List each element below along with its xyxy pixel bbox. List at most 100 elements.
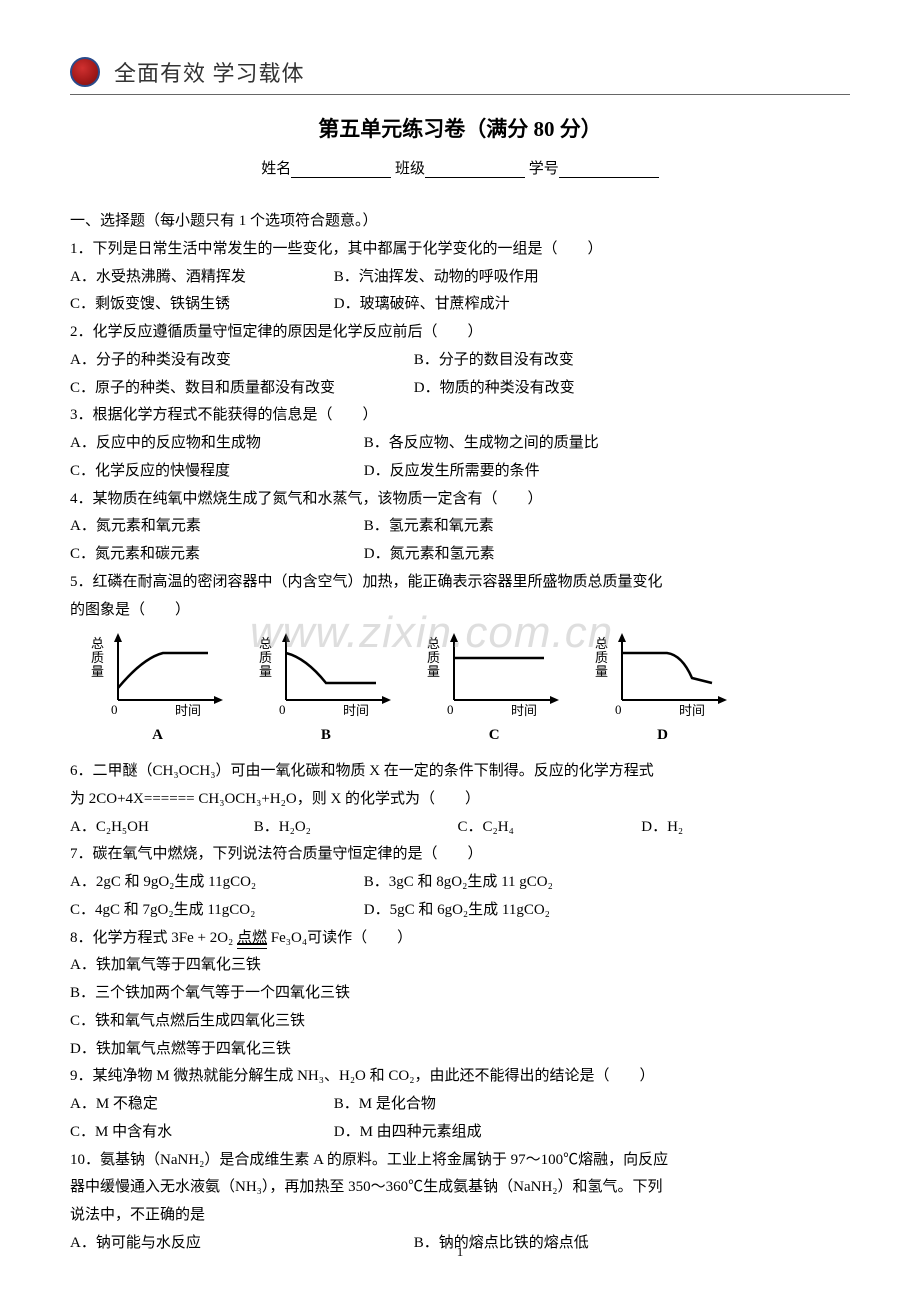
q7-a[interactable]: A．2gC 和 9gO₂生成 11gCO₂ (70, 869, 360, 897)
chart-c-label: C (489, 722, 500, 750)
chart-d-label: D (657, 722, 668, 750)
svg-text:0: 0 (447, 702, 454, 717)
q9-c[interactable]: C．M 中含有水 (70, 1119, 330, 1147)
svg-text:质: 质 (259, 650, 272, 665)
label-id: 学号 (529, 161, 559, 177)
q7-options-row1: A．2gC 和 9gO₂生成 11gCO₂ B．3gC 和 8gO₂生成 11 … (70, 869, 850, 897)
svg-text:时间: 时间 (175, 703, 201, 718)
q8-a[interactable]: A．铁加氧气等于四氧化三铁 (70, 952, 850, 980)
q3-stem: 3．根据化学方程式不能获得的信息是（ ） (70, 402, 850, 430)
q2-b[interactable]: B．分子的数目没有改变 (414, 352, 574, 368)
svg-text:总: 总 (91, 636, 104, 651)
svg-text:量: 量 (427, 664, 440, 679)
q1-stem: 1．下列是日常生活中常发生的一些变化，其中都属于化学变化的一组是（ ） (70, 236, 850, 264)
q4-stem: 4．某物质在纯氧中燃烧生成了氮气和水蒸气，该物质一定含有（ ） (70, 486, 850, 514)
q3-a[interactable]: A．反应中的反应物和生成物 (70, 430, 360, 458)
chart-b[interactable]: 总 质 量 0 时间 B (248, 628, 403, 750)
q1-a[interactable]: A．水受热沸腾、酒精挥发 (70, 264, 330, 292)
chart-row: 总 质 量 0 时间 A 总 质 量 0 (80, 628, 740, 750)
q2-c[interactable]: C．原子的种类、数目和质量都没有改变 (70, 375, 410, 403)
q1-b[interactable]: B．汽油挥发、动物的呼吸作用 (334, 269, 539, 285)
blank-class[interactable] (425, 164, 525, 178)
q1-d[interactable]: D．玻璃破碎、甘蔗榨成汁 (334, 296, 510, 312)
q6-options: A．C₂H₅OH B．H₂O₂ C．C₂H₄ D．H₂ (70, 814, 850, 842)
q8-cond: 点燃 (237, 930, 267, 946)
q4-a[interactable]: A．氮元素和氧元素 (70, 513, 360, 541)
svg-text:总: 总 (595, 636, 608, 651)
svg-text:时间: 时间 (343, 703, 369, 718)
q4-c[interactable]: C．氮元素和碳元素 (70, 541, 360, 569)
logo-icon (70, 57, 100, 87)
page-number: 1 (0, 1244, 920, 1260)
blank-name[interactable] (291, 164, 391, 178)
chart-a[interactable]: 总 质 量 0 时间 A (80, 628, 235, 750)
q8-b[interactable]: B．三个铁加两个氧气等于一个四氧化三铁 (70, 980, 850, 1008)
svg-text:总: 总 (427, 636, 440, 651)
q8-post: Fe₃O₄可读作（ ） (267, 930, 412, 946)
header-bar: 全面有效 学习载体 (70, 56, 850, 95)
svg-text:量: 量 (595, 664, 608, 679)
q8-pre: 8．化学方程式 3Fe + 2O₂ (70, 930, 237, 946)
q6-c[interactable]: C．C₂H₄ (458, 814, 638, 842)
section-1-head: 一、选择题（每小题只有 1 个选项符合题意。） (70, 208, 850, 236)
q9-d[interactable]: D．M 由四种元素组成 (334, 1124, 482, 1140)
chart-a-label: A (152, 722, 163, 750)
svg-text:总: 总 (259, 636, 272, 651)
q9-stem: 9．某纯净物 M 微热就能分解生成 NH₃、H₂O 和 CO₂，由此还不能得出的… (70, 1063, 850, 1091)
q1-c[interactable]: C．剩饭变馊、铁锅生锈 (70, 291, 330, 319)
svg-text:质: 质 (595, 650, 608, 665)
q3-options-row2: C．化学反应的快慢程度 D．反应发生所需要的条件 (70, 458, 850, 486)
q3-d[interactable]: D．反应发生所需要的条件 (364, 463, 540, 479)
q7-c[interactable]: C．4gC 和 7gO₂生成 11gCO₂ (70, 897, 360, 925)
svg-text:时间: 时间 (679, 703, 705, 718)
q9-options-row2: C．M 中含有水 D．M 由四种元素组成 (70, 1119, 850, 1147)
q4-options-row1: A．氮元素和氧元素 B．氢元素和氧元素 (70, 513, 850, 541)
q3-options-row1: A．反应中的反应物和生成物 B．各反应物、生成物之间的质量比 (70, 430, 850, 458)
q7-b[interactable]: B．3gC 和 8gO₂生成 11 gCO₂ (364, 874, 553, 890)
chart-d[interactable]: 总 质 量 0 时间 D (585, 628, 740, 750)
q2-d[interactable]: D．物质的种类没有改变 (414, 380, 575, 396)
q10-stem1: 10．氨基钠（NaNH₂）是合成维生素 A 的原料。工业上将金属钠于 97～10… (70, 1147, 850, 1175)
q6-a[interactable]: A．C₂H₅OH (70, 814, 250, 842)
q6-stem1: 6．二甲醚（CH₃OCH₃）可由一氧化碳和物质 X 在一定的条件下制得。反应的化… (70, 758, 850, 786)
chart-c[interactable]: 总 质 量 0 时间 C (417, 628, 572, 750)
q6-stem2: 为 2CO+4X====== CH₃OCH₃+H₂O，则 X 的化学式为（ ） (70, 786, 850, 814)
svg-text:量: 量 (259, 664, 272, 679)
q3-b[interactable]: B．各反应物、生成物之间的质量比 (364, 435, 599, 451)
q9-options-row1: A．M 不稳定 B．M 是化合物 (70, 1091, 850, 1119)
q9-a[interactable]: A．M 不稳定 (70, 1091, 330, 1119)
q3-c[interactable]: C．化学反应的快慢程度 (70, 458, 360, 486)
q8-stem: 8．化学方程式 3Fe + 2O₂ 点燃 Fe₃O₄可读作（ ） (70, 925, 850, 953)
q1-options-row2: C．剩饭变馊、铁锅生锈 D．玻璃破碎、甘蔗榨成汁 (70, 291, 850, 319)
q6-d[interactable]: D．H₂ (641, 819, 683, 835)
svg-text:0: 0 (279, 702, 286, 717)
q4-options-row2: C．氮元素和碳元素 D．氮元素和氢元素 (70, 541, 850, 569)
svg-text:质: 质 (427, 650, 440, 665)
page-title: 第五单元练习卷（满分 80 分） (70, 113, 850, 143)
svg-text:质: 质 (91, 650, 104, 665)
q7-options-row2: C．4gC 和 7gO₂生成 11gCO₂ D．5gC 和 6gO₂生成 11g… (70, 897, 850, 925)
name-line: 姓名 班级 学号 (70, 157, 850, 178)
svg-text:0: 0 (111, 702, 118, 717)
q8-d[interactable]: D．铁加氧气点燃等于四氧化三铁 (70, 1036, 850, 1064)
q7-stem: 7．碳在氧气中燃烧，下列说法符合质量守恒定律的是（ ） (70, 841, 850, 869)
q2-options-row2: C．原子的种类、数目和质量都没有改变 D．物质的种类没有改变 (70, 375, 850, 403)
q5-stem1: 5．红磷在耐高温的密闭容器中（内含空气）加热，能正确表示容器里所盛物质总质量变化 (70, 569, 850, 597)
chart-c-svg: 总 质 量 0 时间 (419, 628, 569, 718)
q10-stem2: 器中缓慢通入无水液氨（NH₃），再加热至 350～360℃生成氨基钠（NaNH₂… (70, 1174, 850, 1202)
chart-b-svg: 总 质 量 0 时间 (251, 628, 401, 718)
q4-b[interactable]: B．氢元素和氧元素 (364, 518, 494, 534)
q7-d[interactable]: D．5gC 和 6gO₂生成 11gCO₂ (364, 902, 550, 918)
label-class: 班级 (395, 161, 425, 177)
blank-id[interactable] (559, 164, 659, 178)
q9-b[interactable]: B．M 是化合物 (334, 1096, 436, 1112)
svg-text:量: 量 (91, 664, 104, 679)
q8-c[interactable]: C．铁和氧气点燃后生成四氧化三铁 (70, 1008, 850, 1036)
chart-b-label: B (321, 722, 331, 750)
chart-d-svg: 总 质 量 0 时间 (587, 628, 737, 718)
q6-b[interactable]: B．H₂O₂ (254, 814, 454, 842)
q4-d[interactable]: D．氮元素和氢元素 (364, 546, 495, 562)
content: 一、选择题（每小题只有 1 个选项符合题意。） 1．下列是日常生活中常发生的一些… (70, 208, 850, 1258)
svg-text:时间: 时间 (511, 703, 537, 718)
q2-a[interactable]: A．分子的种类没有改变 (70, 347, 410, 375)
